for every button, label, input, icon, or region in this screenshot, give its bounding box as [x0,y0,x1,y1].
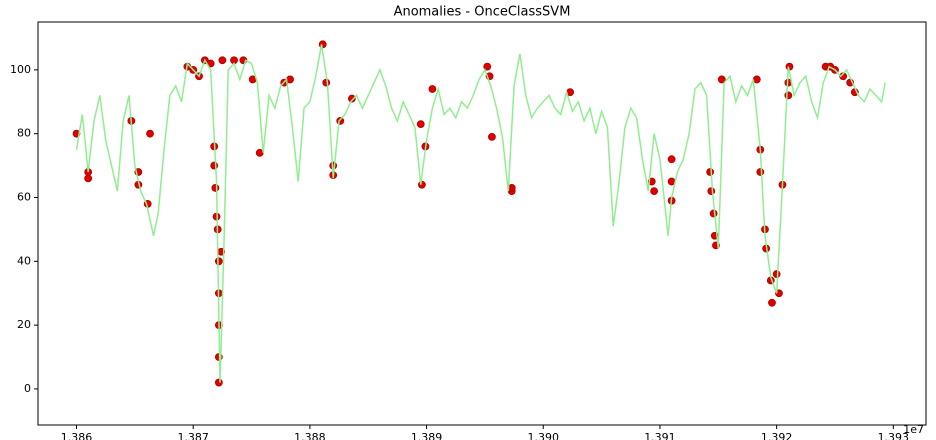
anomaly-point [752,75,761,84]
anomaly-point [318,40,327,49]
anomaly-point [756,168,765,176]
plot-frame [37,21,927,426]
anomaly-point [706,168,715,176]
anomaly-point [717,75,726,84]
anomaly-point [210,161,219,170]
anomaly-point [488,132,496,141]
anomaly-point [768,298,776,307]
anomaly-point [416,120,425,129]
y-tick-label: 40 [17,254,31,267]
anomaly-point [211,184,220,192]
x-tick-label: 1.389 [411,431,443,440]
x-tick-label: 1.393 [878,431,910,440]
anomaly-point [709,209,718,218]
x-tick-label: 1.392 [761,431,793,440]
anomaly-point [772,270,781,278]
anomaly-point [146,129,154,138]
anomaly-point [347,94,356,103]
y-tick-label: 60 [17,190,31,203]
anomaly-point [483,62,492,71]
anomaly-point [784,91,793,100]
data-line [75,44,886,383]
anomaly-point [218,56,227,65]
x-tick-label: 1.391 [644,431,676,440]
chart-title: Anomalies - OnceClassSVM [394,5,571,20]
anomaly-point [428,85,437,93]
y-tick-label: 80 [17,127,31,140]
anomaly-point [214,378,223,387]
y-tick-label: 0 [24,382,31,395]
x-tick-label: 1.387 [177,431,209,440]
anomaly-point [418,180,426,189]
anomaly-point [707,187,716,196]
anomaly-point [84,174,93,183]
y-tick-label: 100 [10,63,31,76]
anomaly-point [667,155,676,164]
anomaly-point [650,187,659,196]
anomaly-point [255,148,264,157]
x-tick-label: 1.390 [528,431,560,440]
x-tick-label: 1.388 [294,431,326,440]
anomaly-point [336,117,345,125]
y-tick-label: 20 [17,318,31,331]
anomaly-point [322,78,331,87]
x-tick-label: 1.386 [61,431,93,440]
anomaly-point [214,257,223,266]
x-offset-label: 1e7 [903,423,924,436]
